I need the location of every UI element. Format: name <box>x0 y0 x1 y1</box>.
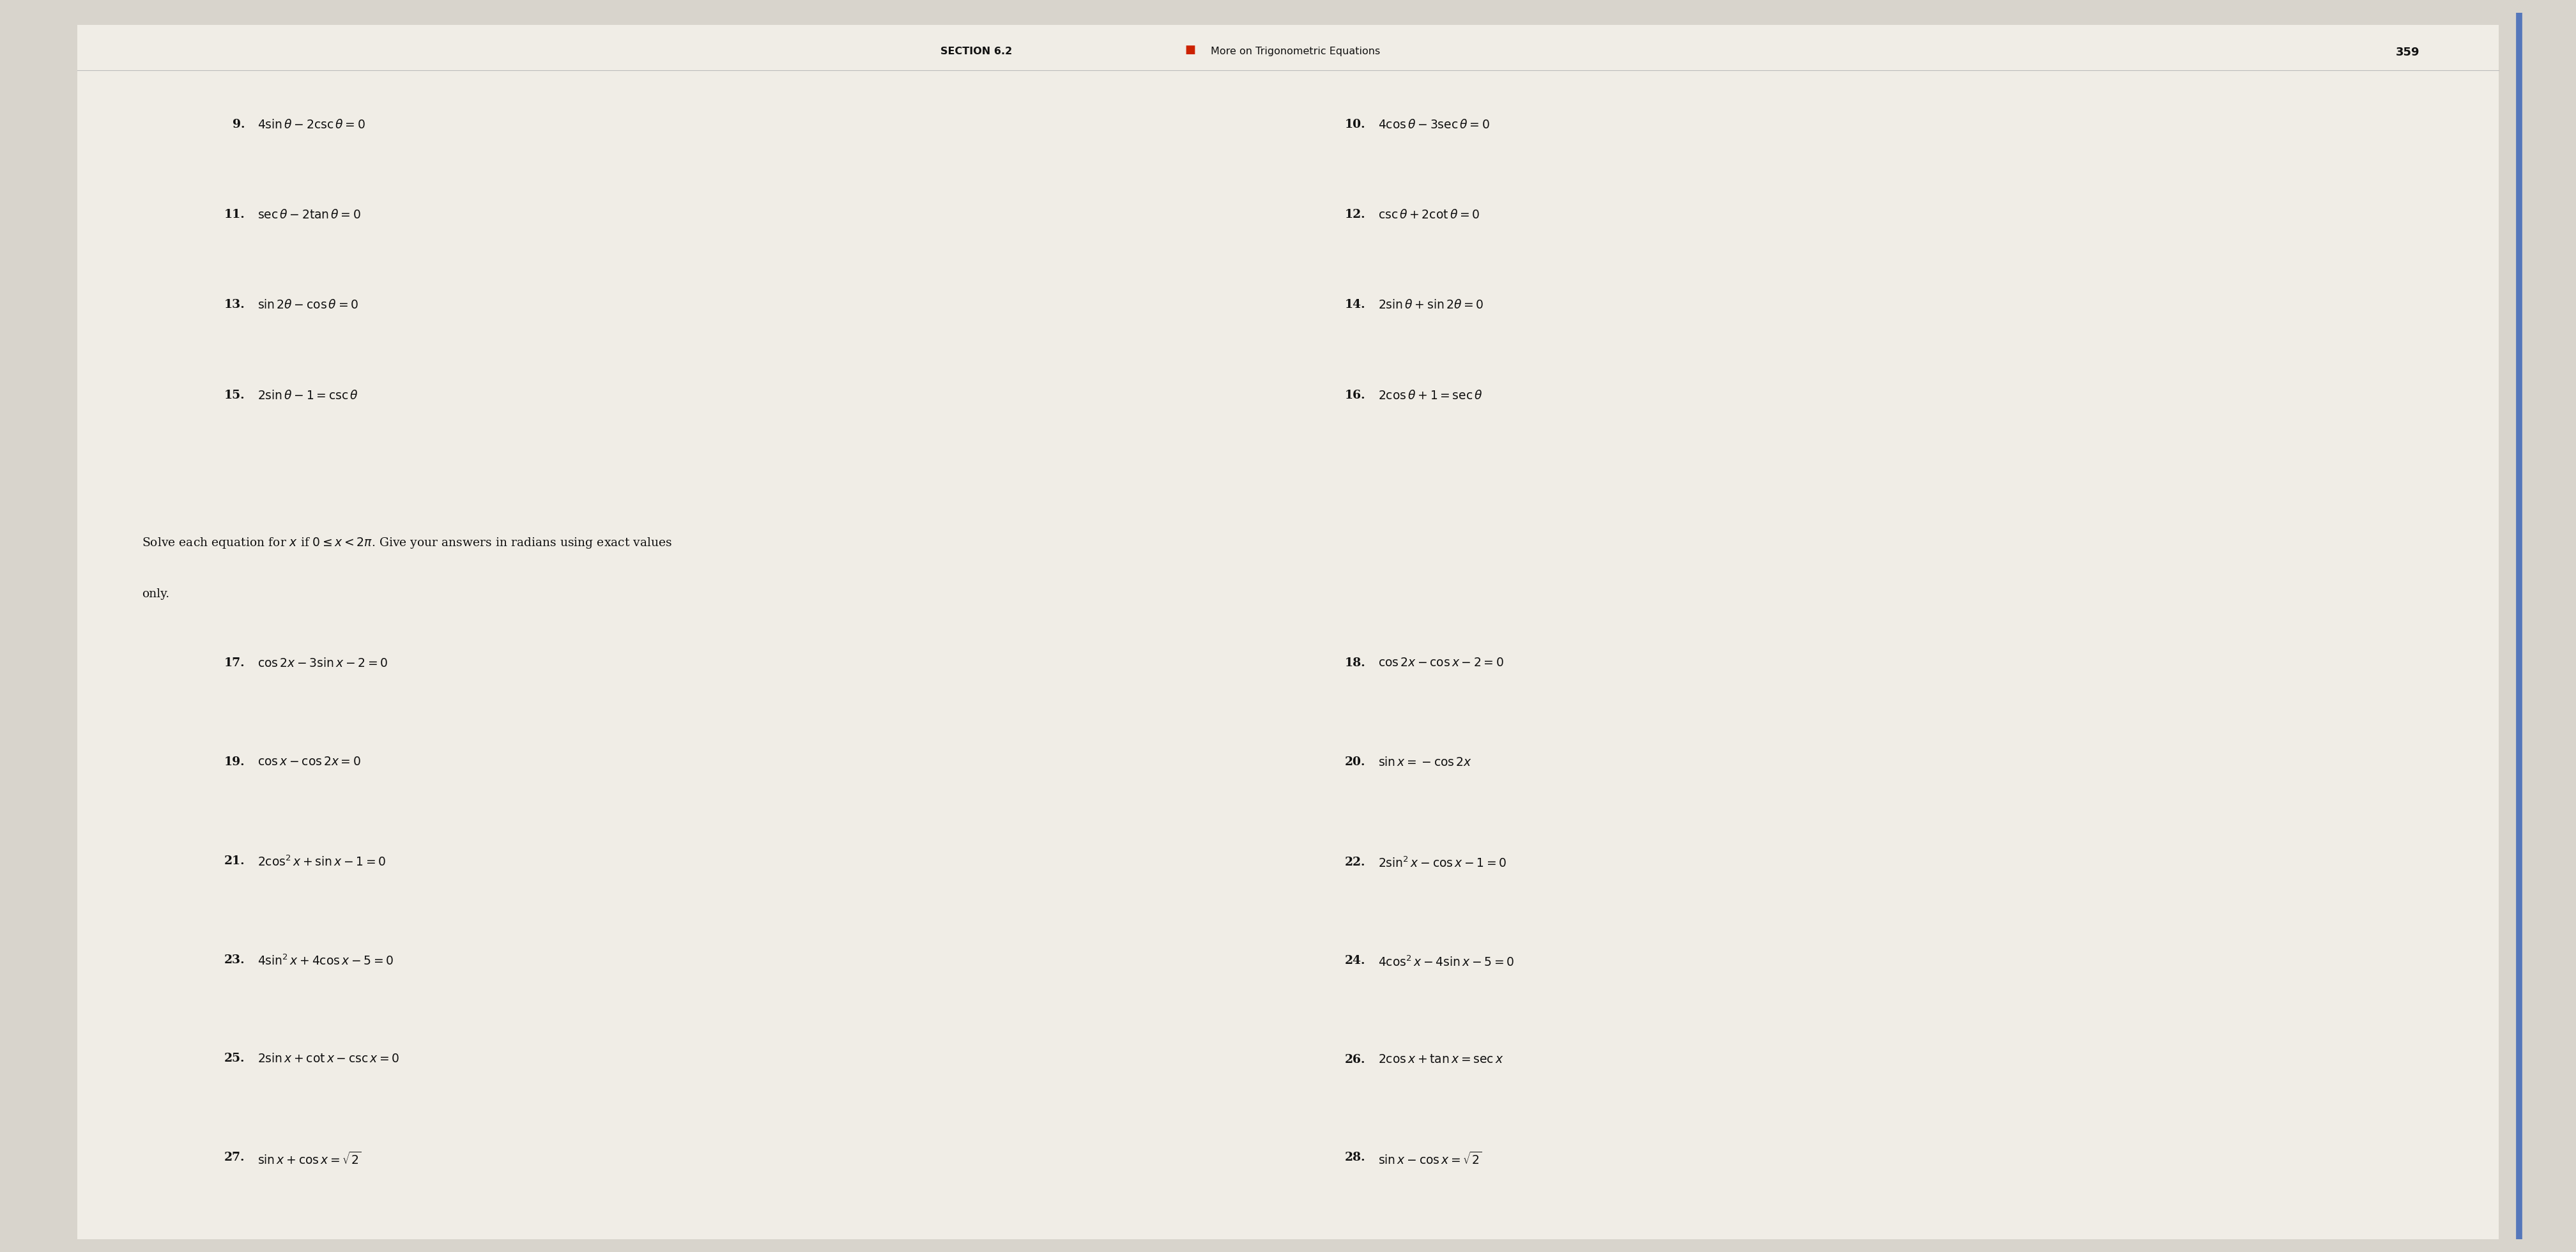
Text: $\sin 2\theta - \cos \theta = 0$: $\sin 2\theta - \cos \theta = 0$ <box>258 299 358 312</box>
Text: 18.: 18. <box>1345 657 1365 669</box>
Text: Solve each equation for $x$ if $0 \leq x < 2\pi$. Give your answers in radians u: Solve each equation for $x$ if $0 \leq x… <box>142 536 672 550</box>
Text: 15.: 15. <box>224 389 245 401</box>
Text: $4 \sin \theta - 2 \csc \theta = 0$: $4 \sin \theta - 2 \csc \theta = 0$ <box>258 119 366 131</box>
Text: More on Trigonometric Equations: More on Trigonometric Equations <box>1211 46 1381 56</box>
Text: $4 \sin^2 x + 4 \cos x - 5 = 0$: $4 \sin^2 x + 4 \cos x - 5 = 0$ <box>258 954 394 968</box>
Text: 359: 359 <box>2396 46 2419 58</box>
Text: $2 \sin \theta - 1 = \csc \theta$: $2 \sin \theta - 1 = \csc \theta$ <box>258 389 358 402</box>
Text: 24.: 24. <box>1345 955 1365 967</box>
Text: $2 \cos x + \tan x = \sec x$: $2 \cos x + \tan x = \sec x$ <box>1378 1054 1504 1065</box>
Text: 16.: 16. <box>1345 389 1365 401</box>
Text: $\csc \theta + 2 \cot \theta = 0$: $\csc \theta + 2 \cot \theta = 0$ <box>1378 209 1479 222</box>
Text: 25.: 25. <box>224 1053 245 1064</box>
Text: $2 \sin x + \cot x - \csc x = 0$: $2 \sin x + \cot x - \csc x = 0$ <box>258 1053 399 1065</box>
Text: only.: only. <box>142 588 170 600</box>
Text: 13.: 13. <box>224 299 245 310</box>
Text: 19.: 19. <box>224 756 245 767</box>
Text: 21.: 21. <box>224 855 245 866</box>
Text: $\cos x - \cos 2x = 0$: $\cos x - \cos 2x = 0$ <box>258 756 361 767</box>
Text: ■: ■ <box>1185 44 1195 55</box>
Text: $2 \cos^2 x + \sin x - 1 = 0$: $2 \cos^2 x + \sin x - 1 = 0$ <box>258 855 386 869</box>
Text: 11.: 11. <box>224 209 245 220</box>
Text: $\cos 2x - \cos x - 2 = 0$: $\cos 2x - \cos x - 2 = 0$ <box>1378 657 1504 669</box>
Text: 12.: 12. <box>1345 209 1365 220</box>
Text: 23.: 23. <box>224 954 245 965</box>
Text: $2 \sin \theta + \sin 2\theta = 0$: $2 \sin \theta + \sin 2\theta = 0$ <box>1378 299 1484 312</box>
Text: 10.: 10. <box>1345 119 1365 130</box>
Text: 17.: 17. <box>224 657 245 669</box>
Text: $4 \cos \theta - 3 \sec \theta = 0$: $4 \cos \theta - 3 \sec \theta = 0$ <box>1378 119 1489 131</box>
FancyBboxPatch shape <box>77 25 2499 1239</box>
Text: $2 \cos \theta + 1 = \sec \theta$: $2 \cos \theta + 1 = \sec \theta$ <box>1378 389 1484 402</box>
Text: 9.: 9. <box>232 119 245 130</box>
Text: $\sin x - \cos x = \sqrt{2}$: $\sin x - \cos x = \sqrt{2}$ <box>1378 1152 1481 1167</box>
Text: 28.: 28. <box>1345 1152 1365 1163</box>
Text: $\cos 2x - 3 \sin x - 2 = 0$: $\cos 2x - 3 \sin x - 2 = 0$ <box>258 657 389 670</box>
Text: $2 \sin^2 x - \cos x - 1 = 0$: $2 \sin^2 x - \cos x - 1 = 0$ <box>1378 856 1507 870</box>
Text: 14.: 14. <box>1345 299 1365 310</box>
Text: 27.: 27. <box>224 1152 245 1163</box>
Text: SECTION 6.2: SECTION 6.2 <box>940 46 1012 56</box>
Text: 26.: 26. <box>1345 1054 1365 1065</box>
Text: $4 \cos^2 x - 4 \sin x - 5 = 0$: $4 \cos^2 x - 4 \sin x - 5 = 0$ <box>1378 955 1515 969</box>
Text: $\sin x + \cos x = \sqrt{2}$: $\sin x + \cos x = \sqrt{2}$ <box>258 1152 361 1167</box>
Text: 20.: 20. <box>1345 756 1365 767</box>
Text: 22.: 22. <box>1345 856 1365 868</box>
Text: $\sin x = -\cos 2x$: $\sin x = -\cos 2x$ <box>1378 756 1471 769</box>
Text: $\sec \theta - 2 \tan \theta = 0$: $\sec \theta - 2 \tan \theta = 0$ <box>258 209 361 222</box>
